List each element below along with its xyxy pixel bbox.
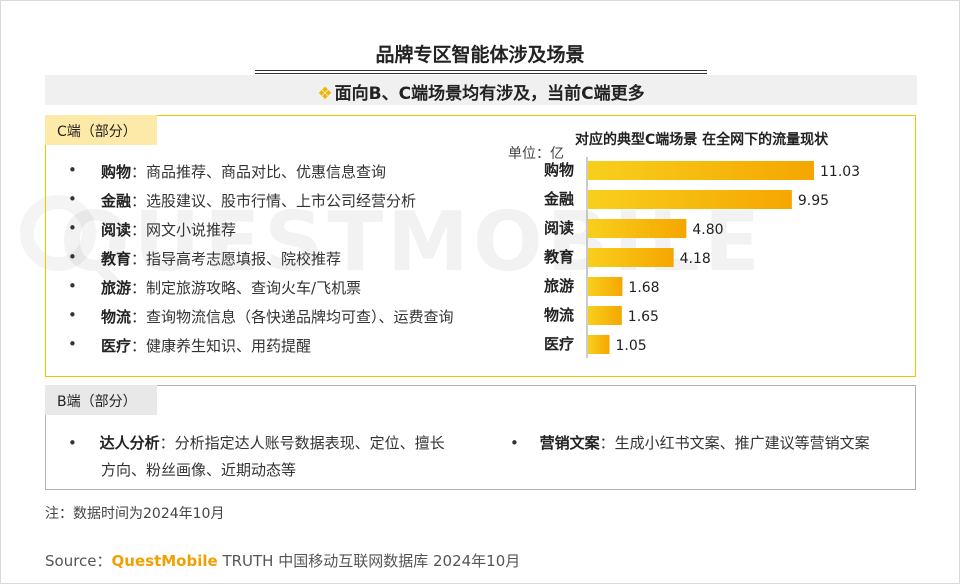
bullet-icon: •	[68, 306, 77, 324]
c-section-tag: C端（部分）	[45, 115, 157, 145]
item-label: 教育	[101, 250, 132, 268]
footnote: 注：数据时间为2024年10月	[45, 506, 225, 522]
bullet-icon: •	[68, 335, 77, 353]
bullet-icon: •	[510, 434, 519, 452]
value-label: 1.05	[616, 338, 647, 354]
list-item: • 达人分析：分析指定达人账号数据表现、定位、擅长	[68, 432, 445, 453]
item-label: 阅读	[101, 221, 132, 239]
title-underline	[255, 70, 707, 71]
bar	[588, 190, 792, 209]
list-item: • 营销文案：生成小红书文案、推广建议等营销文案	[510, 432, 870, 453]
value-label: 11.03	[820, 164, 860, 180]
source-text: TRUTH 中国移动互联网数据库 2024年10月	[217, 552, 521, 570]
item-desc: ：指导高考志愿填报、院校推荐	[131, 250, 342, 268]
b-section-box	[45, 385, 916, 490]
bullet-icon: •	[68, 434, 77, 452]
item-label: 购物	[101, 163, 132, 181]
item-label: 旅游	[101, 279, 132, 297]
category-label: 旅游	[544, 277, 574, 295]
bullet-icon: •	[68, 190, 77, 208]
category-label: 医疗	[544, 335, 574, 353]
category-label: 物流	[544, 306, 574, 324]
bar	[588, 306, 622, 325]
bar	[588, 248, 674, 267]
subtitle: ❖ 面向B、C端场景均有涉及，当前C端更多	[45, 79, 917, 104]
item-label: 物流	[101, 308, 132, 326]
bar	[588, 219, 687, 238]
item-desc: ：商品推荐、商品对比、优惠信息查询	[131, 163, 387, 181]
brand-logo-text: QuestMobile	[111, 552, 218, 570]
item-desc: ：健康养生知识、用药提醒	[131, 337, 312, 355]
bullet-icon: •	[68, 219, 77, 237]
subtitle-banner: ❖ 面向B、C端场景均有涉及，当前C端更多	[45, 75, 917, 105]
category-label: 购物	[544, 161, 574, 179]
bar	[588, 277, 623, 296]
bullet-icon: •	[68, 277, 77, 295]
category-label: 金融	[543, 190, 574, 208]
item-desc-continued: 方向、粉丝画像、近期动态等	[101, 461, 297, 479]
chart-title: 对应的典型C端场景 在全网下的流量现状	[575, 132, 829, 148]
b-section-tag: B端（部分）	[45, 385, 157, 415]
source-prefix: Source：	[45, 552, 112, 570]
value-label: 1.68	[628, 280, 659, 296]
item-label: 达人分析	[99, 434, 160, 452]
page-title: 品牌专区智能体涉及场景	[375, 44, 585, 66]
value-label: 4.18	[680, 251, 711, 267]
item-desc: ：查询物流信息（各快递品牌均可查）、运费查询	[131, 308, 454, 326]
chart-unit: 单位：亿	[508, 146, 564, 162]
source-line: Source：QuestMobile TRUTH 中国移动互联网数据库 2024…	[45, 550, 520, 571]
title-underline-2	[255, 73, 707, 74]
category-label: 教育	[543, 248, 574, 266]
bar	[588, 335, 610, 354]
item-label: 医疗	[101, 337, 132, 355]
diamond-icon: ❖	[317, 84, 333, 104]
item-desc: ：分析指定达人账号数据表现、定位、擅长	[159, 434, 445, 452]
c-section-box	[45, 115, 916, 377]
bullet-icon: •	[68, 248, 77, 266]
item-label: 营销文案	[539, 434, 600, 452]
value-label: 1.65	[628, 309, 659, 325]
category-label: 阅读	[544, 219, 574, 237]
item-desc: ：生成小红书文案、推广建议等营销文案	[599, 434, 870, 452]
item-desc: ：制定旅游攻略、查询火车/飞机票	[131, 279, 362, 297]
bullet-icon: •	[68, 161, 77, 179]
value-label: 4.80	[692, 222, 723, 238]
item-desc: ：网文小说推荐	[131, 221, 237, 239]
watermark: QUESTMOBILE	[60, 195, 764, 290]
bar	[588, 161, 814, 180]
item-label: 金融	[101, 192, 132, 210]
subtitle-text: 面向B、C端场景均有涉及，当前C端更多	[334, 84, 645, 104]
item-desc: ：选股建议、股市行情、上市公司经营分析	[131, 192, 417, 210]
value-label: 9.95	[798, 193, 829, 209]
